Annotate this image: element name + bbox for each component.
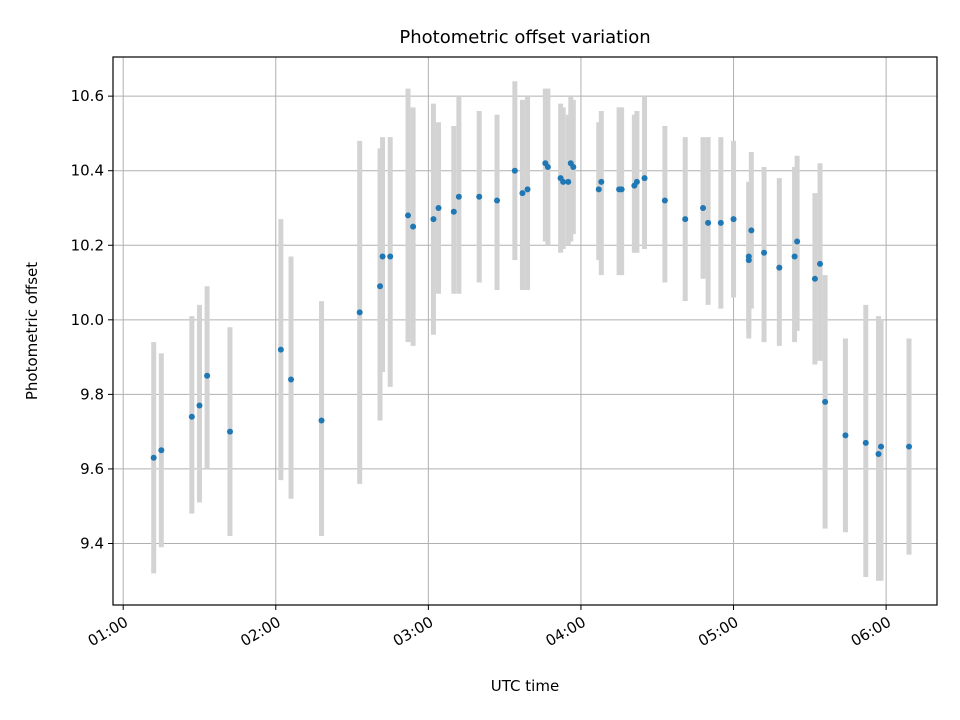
data-point	[560, 178, 567, 185]
data-point	[288, 376, 295, 383]
data-point	[377, 283, 384, 290]
data-point	[748, 227, 755, 234]
chart-title: Photometric offset variation	[399, 27, 650, 48]
y-tick-label: 10.6	[71, 87, 104, 105]
data-point	[618, 186, 625, 193]
data-point	[544, 163, 551, 170]
data-point	[661, 197, 668, 204]
data-point	[878, 443, 885, 450]
data-point	[875, 451, 882, 458]
data-point	[430, 216, 437, 223]
y-tick-label: 9.8	[80, 385, 104, 403]
data-point	[595, 186, 602, 193]
data-point	[387, 253, 394, 260]
data-point	[717, 219, 724, 226]
data-point	[598, 178, 605, 185]
data-point	[565, 178, 572, 185]
data-point	[450, 208, 457, 215]
data-point	[158, 447, 165, 454]
y-tick-label: 9.6	[80, 460, 104, 478]
data-point	[705, 219, 712, 226]
y-tick-label: 10.0	[71, 311, 104, 329]
x-axis-label: UTC time	[491, 677, 559, 695]
data-point	[494, 197, 501, 204]
data-point	[356, 309, 363, 316]
data-point	[476, 193, 483, 200]
data-point	[791, 253, 798, 260]
data-point	[794, 238, 801, 245]
data-point	[519, 190, 526, 197]
grid	[113, 57, 937, 605]
y-axis-ticks: 9.4 9.6 9.8 10.0 10.2 10.4 10.6	[71, 87, 113, 552]
data-points	[150, 160, 913, 461]
y-tick-label: 10.4	[71, 162, 104, 180]
data-point	[776, 264, 783, 271]
y-tick-label: 9.4	[80, 534, 104, 552]
data-point	[379, 253, 386, 260]
data-point	[455, 193, 462, 200]
plot-frame	[112, 56, 938, 606]
data-point	[196, 402, 203, 409]
data-point	[318, 417, 325, 424]
data-point	[524, 186, 531, 193]
data-point	[188, 413, 195, 420]
data-point	[633, 178, 640, 185]
data-point	[204, 372, 211, 379]
data-point	[641, 175, 648, 182]
data-point	[435, 204, 442, 211]
data-point	[700, 204, 707, 211]
y-tick-label: 10.2	[71, 236, 104, 254]
data-point	[761, 249, 768, 256]
data-point	[405, 212, 412, 219]
data-point	[570, 163, 577, 170]
data-point	[150, 454, 157, 461]
data-point	[511, 167, 518, 174]
data-point	[822, 398, 829, 405]
y-axis-label: Photometric offset	[23, 262, 41, 400]
data-point	[410, 223, 417, 230]
data-point	[862, 439, 869, 446]
data-point	[730, 216, 737, 223]
data-point	[842, 432, 849, 439]
data-point	[811, 275, 818, 282]
data-point	[682, 216, 689, 223]
data-point	[226, 428, 233, 435]
data-point	[906, 443, 913, 450]
data-point	[277, 346, 284, 353]
data-point	[745, 253, 752, 260]
data-point	[817, 260, 824, 267]
